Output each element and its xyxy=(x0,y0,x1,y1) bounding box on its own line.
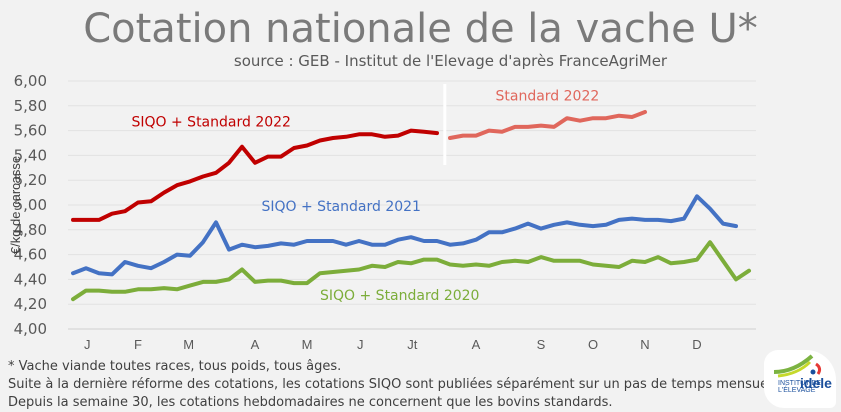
series-line-siqo-standard-2021 xyxy=(71,194,738,277)
x-tick-label: Jt xyxy=(407,337,418,352)
idele-logo: INSTITUT DE L'ÉLEVAGE idele xyxy=(764,350,836,408)
x-tick-label: J xyxy=(84,337,91,352)
series-label: SIQO + Standard 2022 xyxy=(132,114,291,130)
y-axis-label: €/kg de carcasse xyxy=(8,156,23,254)
series-lines xyxy=(71,110,751,302)
y-tick-label: 5,40 xyxy=(14,146,47,164)
x-tick-label: O xyxy=(588,337,598,352)
y-tick-label: 4,80 xyxy=(14,221,47,239)
y-tick-label: 4,40 xyxy=(14,270,47,288)
y-tick-label: 4,60 xyxy=(14,246,47,264)
x-tick-label: N xyxy=(640,337,649,352)
y-tick-label: 6,00 xyxy=(14,72,47,90)
x-tick-label: A xyxy=(472,337,481,352)
x-tick-label: J xyxy=(357,337,364,352)
y-tick-label: 4,20 xyxy=(14,295,47,313)
x-tick-label: M xyxy=(183,337,194,352)
y-tick-label: 5,80 xyxy=(14,97,47,115)
x-tick-label: A xyxy=(251,337,260,352)
x-tick-label: D xyxy=(692,337,701,352)
logo-small-text: INSTITUT DE L'ÉLEVAGE xyxy=(778,380,822,394)
series-line-siqo-standard-2020 xyxy=(71,240,751,302)
x-tick-label: F xyxy=(134,337,142,352)
series-line-standard-2022 xyxy=(448,110,647,140)
footnote-1: * Vache viande toutes races, tous poids,… xyxy=(8,359,342,374)
logo-swoosh-icon xyxy=(773,354,822,378)
y-tick-label: 4,00 xyxy=(14,320,47,338)
series-label: SIQO + Standard 2021 xyxy=(262,199,421,215)
series-label: Standard 2022 xyxy=(496,88,600,104)
x-tick-label: M xyxy=(302,337,313,352)
series-labels: SIQO + Standard 2020 SIQO + Standard 2021… xyxy=(132,88,600,304)
footnote-3: Depuis la semaine 30, les cotations hebd… xyxy=(8,395,613,410)
series-label: SIQO + Standard 2020 xyxy=(320,288,479,304)
series-line-siqo-standard-2022 xyxy=(71,128,439,222)
gridlines xyxy=(68,80,756,330)
footnote-2: Suite à la dernière réforme des cotation… xyxy=(8,377,776,392)
footnotes: * Vache viande toutes races, tous poids,… xyxy=(8,358,776,412)
y-tick-label: 5,60 xyxy=(14,122,47,140)
y-tick-label: 5,00 xyxy=(14,196,47,214)
chart-subtitle: source : GEB - Institut de l'Elevage d'a… xyxy=(233,52,668,70)
y-tick-label: 5,20 xyxy=(14,171,47,189)
x-axis-ticks: J F M A M J Jt A S O N D xyxy=(84,337,702,352)
chart-title: Cotation nationale de la vache U* xyxy=(83,6,758,52)
y-axis-ticks: 4,00 4,20 4,40 4,60 4,80 5,00 5,20 5,40 5,60 5,80… xyxy=(14,72,47,338)
x-tick-label: S xyxy=(537,337,546,352)
logo-brand-text: idele xyxy=(800,375,832,391)
